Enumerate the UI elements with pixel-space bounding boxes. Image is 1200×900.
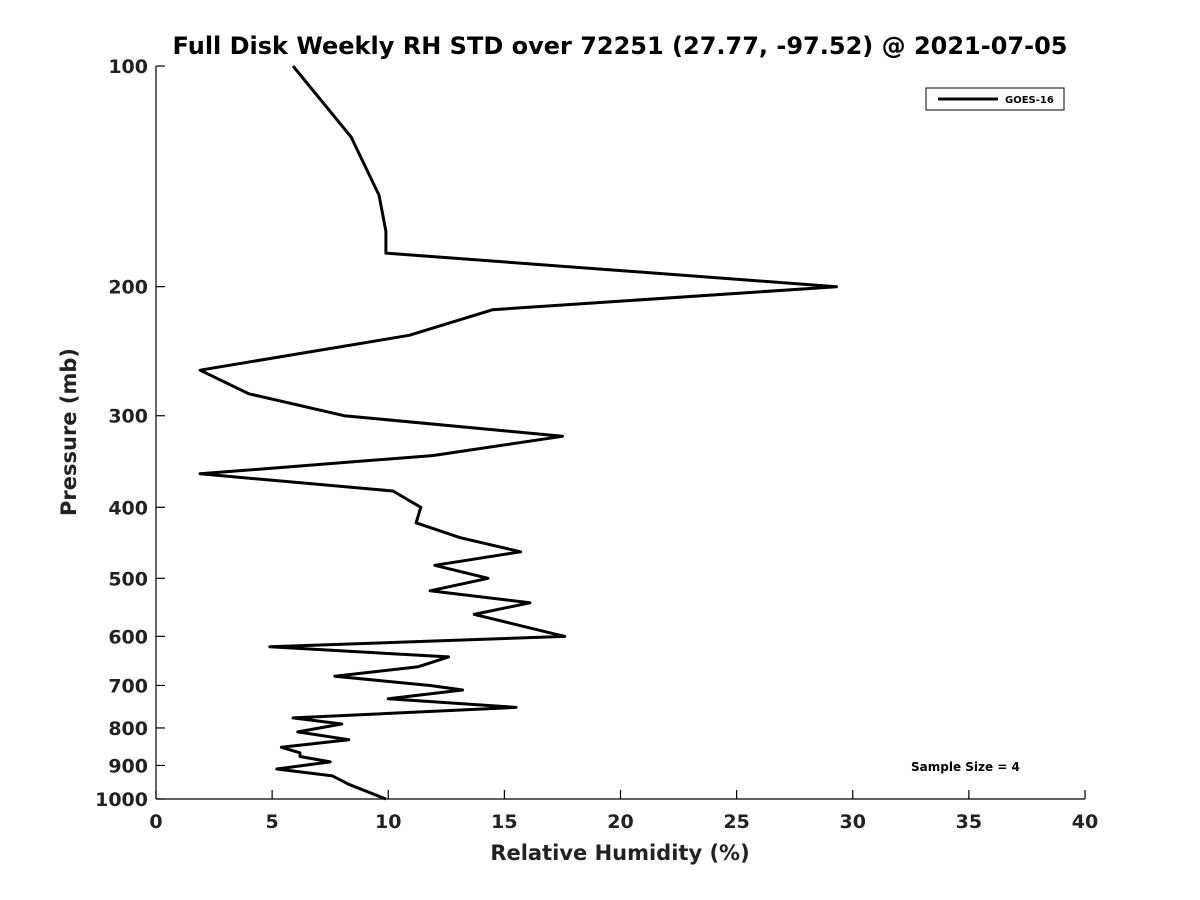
chart-title: Full Disk Weekly RH STD over 72251 (27.7… [173,32,1068,60]
y-tick-label: 1000 [95,789,148,811]
sample-size-annotation: Sample Size = 4 [911,760,1020,774]
y-tick-label: 700 [108,675,148,697]
y-tick-label: 800 [108,718,148,740]
y-axis-label: Pressure (mb) [57,348,81,516]
legend: GOES-16 [925,87,1065,111]
x-tick-label: 40 [1072,811,1098,833]
x-tick-label: 25 [723,811,749,833]
x-tick-label: 20 [607,811,633,833]
x-tick-label: 15 [491,811,517,833]
x-tick-label: 30 [840,811,866,833]
x-tick-label: 35 [956,811,982,833]
y-tick-label: 400 [108,497,148,519]
y-tick-label: 500 [108,568,148,590]
x-axis-ticks: 0 5 10 15 20 25 30 35 40 [149,790,1098,833]
y-tick-label: 600 [108,626,148,648]
series-line-goes-16 [198,65,838,801]
legend-label-goes-16: GOES-16 [1005,95,1054,106]
y-tick-label: 100 [108,56,148,78]
x-axis-label: Relative Humidity (%) [490,841,749,865]
x-tick-label: 5 [266,811,279,833]
y-tick-label: 300 [108,406,148,428]
x-tick-label: 0 [149,811,162,833]
y-tick-label: 900 [108,755,148,777]
x-tick-label: 10 [375,811,401,833]
y-axis-ticks: 100 200 300 400 500 600 700 800 900 1000 [95,56,165,811]
y-tick-label: 200 [108,277,148,299]
plot-area: 0 5 10 15 20 25 30 35 40 100 200 300 400 500 600 700 80… [95,56,1098,833]
